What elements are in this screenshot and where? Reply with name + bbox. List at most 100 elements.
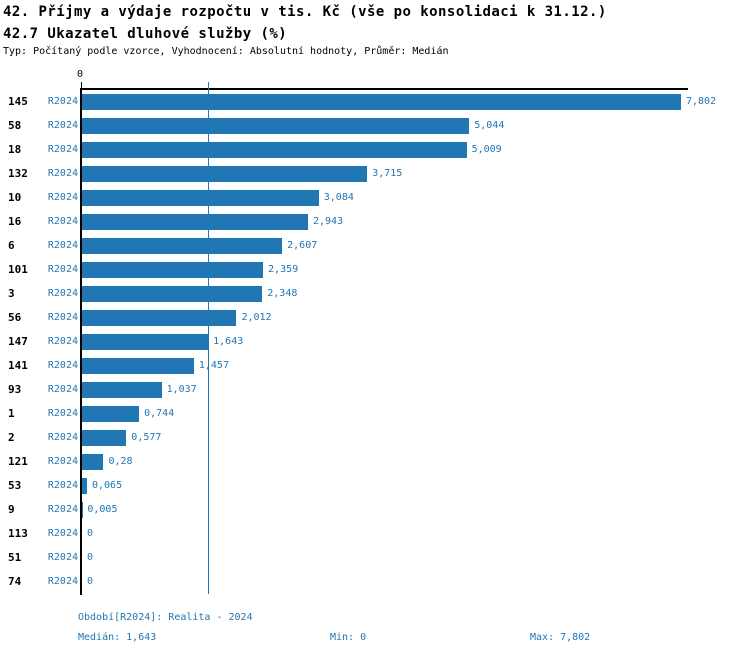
chart-row: 9 R2024 0,005 <box>0 498 750 522</box>
bar-value-label: 0 <box>87 576 94 587</box>
chart-row: 141 R2024 1,457 <box>0 354 750 378</box>
chart-row: 2 R2024 0,577 <box>0 426 750 450</box>
bar <box>82 406 140 422</box>
chart-row: 51 R2024 0 <box>0 546 750 570</box>
row-series-label: R2024 <box>47 432 78 443</box>
row-series-label: R2024 <box>47 96 78 107</box>
bar-value-label: 1,037 <box>166 384 197 395</box>
row-category-label: 93 <box>8 383 22 396</box>
chart-row: 93 R2024 1,037 <box>0 378 750 402</box>
row-category-label: 58 <box>8 119 22 132</box>
bar-value-label: 5,009 <box>471 144 502 155</box>
chart-row: 18 R2024 5,009 <box>0 138 750 162</box>
row-series-label: R2024 <box>47 576 78 587</box>
bar <box>82 454 104 470</box>
bar <box>82 142 467 158</box>
row-series-label: R2024 <box>47 384 78 395</box>
bar <box>82 310 237 326</box>
row-series-label: R2024 <box>47 456 78 467</box>
row-series-label: R2024 <box>47 120 78 131</box>
y-axis-line <box>80 88 82 595</box>
row-series-label: R2024 <box>47 528 78 539</box>
bar-value-label: 0 <box>87 552 94 563</box>
row-category-label: 10 <box>8 191 22 204</box>
row-category-label: 6 <box>8 239 15 252</box>
x-axis-zero-label: 0 <box>77 69 84 80</box>
bar <box>82 478 87 494</box>
footer-period: Období[R2024]: Realita - 2024 <box>78 612 253 623</box>
footer-max-stat: Max: 7,802 <box>530 632 591 643</box>
row-series-label: R2024 <box>47 360 78 371</box>
bar-value-label: 0 <box>87 528 94 539</box>
bar-value-label: 0,065 <box>91 480 123 491</box>
bar <box>82 214 308 230</box>
chart-row: 56 R2024 2,012 <box>0 306 750 330</box>
row-category-label: 3 <box>8 287 15 300</box>
bar <box>82 190 319 206</box>
chart-row: 16 R2024 2,943 <box>0 210 750 234</box>
chart-row: 10 R2024 3,084 <box>0 186 750 210</box>
row-category-label: 18 <box>8 143 22 156</box>
row-series-label: R2024 <box>47 480 78 491</box>
bar-value-label: 2,607 <box>287 240 318 251</box>
row-series-label: R2024 <box>47 192 78 203</box>
bar-value-label: 0,005 <box>87 504 118 515</box>
row-category-label: 113 <box>8 527 28 540</box>
bar <box>82 166 368 182</box>
row-category-label: 16 <box>8 215 22 228</box>
row-series-label: R2024 <box>47 288 78 299</box>
chart-row: 101 R2024 2,359 <box>0 258 750 282</box>
row-category-label: 74 <box>8 575 22 588</box>
row-category-label: 56 <box>8 311 22 324</box>
bar <box>82 358 194 374</box>
bar <box>82 286 263 302</box>
row-category-label: 53 <box>8 479 22 492</box>
chart-row: 132 R2024 3,715 <box>0 162 750 186</box>
bar-value-label: 2,012 <box>241 312 272 323</box>
row-category-label: 121 <box>8 455 28 468</box>
row-category-label: 101 <box>8 263 28 276</box>
row-series-label: R2024 <box>47 216 78 227</box>
row-series-label: R2024 <box>47 408 78 419</box>
bar-value-label: 3,084 <box>323 192 354 203</box>
bars-container: 145 R2024 7,802 58 R2024 5,044 18 R2024 5,009 132… <box>0 90 750 594</box>
chart-row: 145 R2024 7,802 <box>0 90 750 114</box>
bar-value-label: 1,643 <box>213 336 244 347</box>
chart-title: 42. Příjmy a výdaje rozpočtu v tis. Kč (… <box>3 4 607 20</box>
chart-row: 3 R2024 2,348 <box>0 282 750 306</box>
row-series-label: R2024 <box>47 144 78 155</box>
row-category-label: 51 <box>8 551 22 564</box>
bar-value-label: 0,577 <box>131 432 162 443</box>
bar <box>82 430 127 446</box>
bar-value-label: 2,359 <box>268 264 299 275</box>
bar <box>82 334 209 350</box>
row-category-label: 9 <box>8 503 15 516</box>
row-category-label: 141 <box>8 359 28 372</box>
bar <box>82 238 283 254</box>
row-series-label: R2024 <box>47 552 78 563</box>
chart-row: 53 R2024 0,065 <box>0 474 750 498</box>
chart-row: 58 R2024 5,044 <box>0 114 750 138</box>
row-category-label: 132 <box>8 167 28 180</box>
bar <box>82 262 264 278</box>
bar-value-label: 0,28 <box>108 456 133 467</box>
bar <box>82 94 681 110</box>
bar <box>82 118 470 134</box>
row-series-label: R2024 <box>47 240 78 251</box>
row-series-label: R2024 <box>47 312 78 323</box>
chart-row: 113 R2024 0 <box>0 522 750 546</box>
chart-row: 6 R2024 2,607 <box>0 234 750 258</box>
median-line <box>208 82 209 594</box>
row-series-label: R2024 <box>47 504 78 515</box>
bar-value-label: 5,044 <box>474 120 505 131</box>
bar-value-label: 3,715 <box>372 168 403 179</box>
bar <box>82 382 162 398</box>
footer-median-stat: Medián: 1,643 <box>78 632 157 643</box>
chart-row: 74 R2024 0 <box>0 570 750 594</box>
row-category-label: 1 <box>8 407 15 420</box>
bar-value-label: 0,744 <box>144 408 175 419</box>
row-series-label: R2024 <box>47 264 78 275</box>
row-category-label: 147 <box>8 335 28 348</box>
footer-min-stat: Min: 0 <box>330 632 367 643</box>
